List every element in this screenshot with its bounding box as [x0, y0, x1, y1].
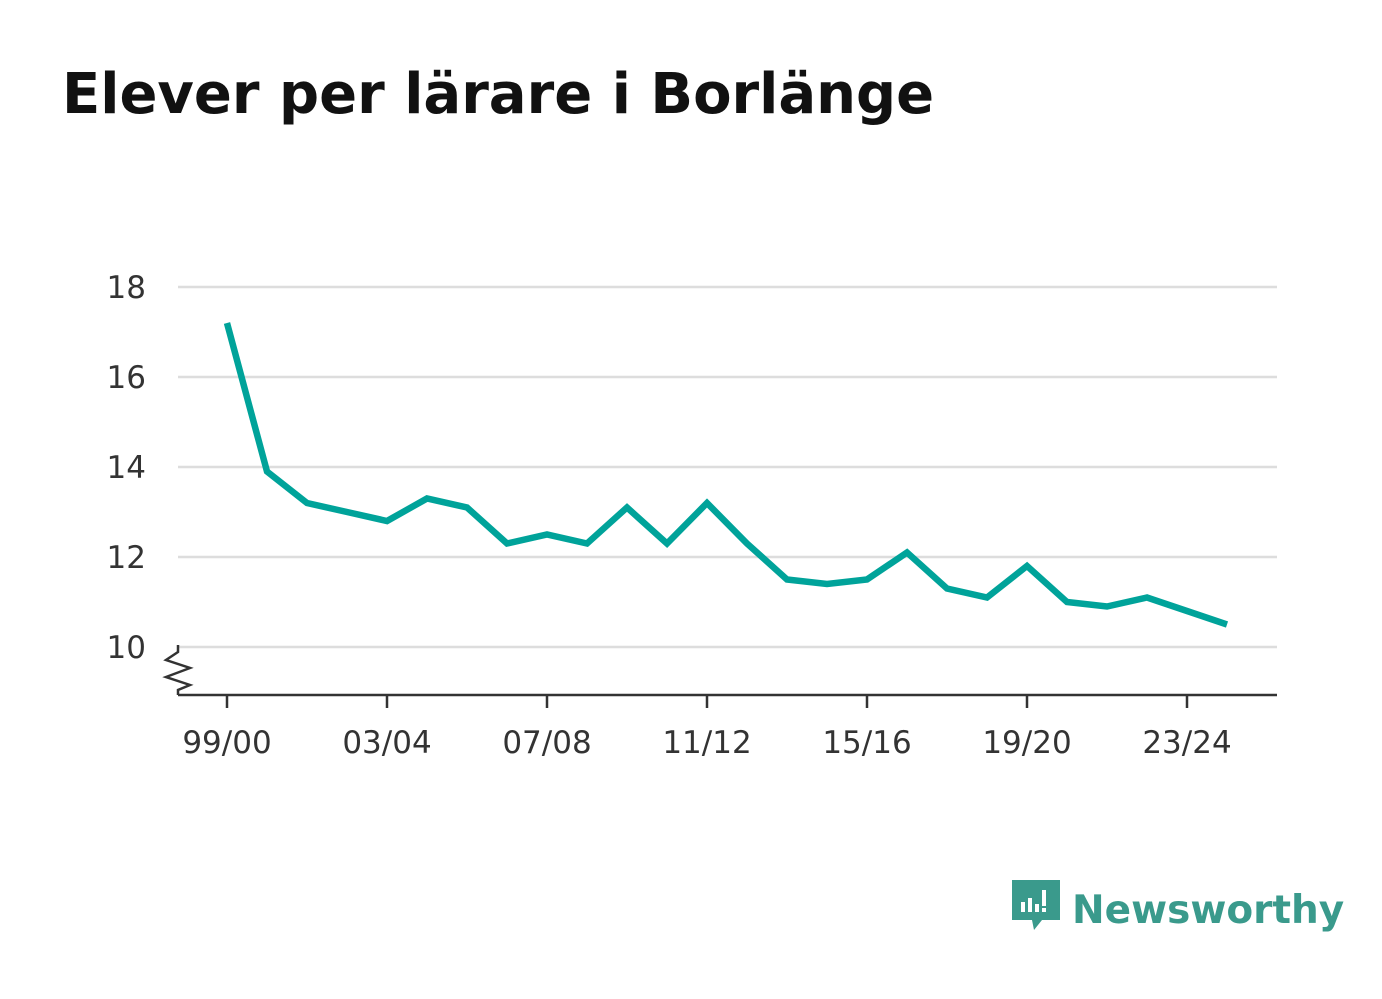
x-tick-label: 11/12: [662, 725, 751, 761]
x-axis: [162, 645, 1277, 697]
axis-break-icon: [162, 645, 194, 695]
y-tick-label: 14: [107, 450, 146, 486]
x-tick-label: 07/08: [502, 725, 591, 761]
series-line: [223, 322, 1229, 628]
y-tick-label: 10: [107, 630, 146, 666]
brand-name: Newsworthy: [1072, 887, 1345, 933]
y-tick-label: 18: [107, 270, 146, 306]
x-tick-label: 19/20: [982, 725, 1071, 761]
chart-title: Elever per lärare i Borlänge: [62, 62, 935, 127]
x-tick-label: 23/24: [1142, 725, 1231, 761]
y-tick-label: 16: [107, 360, 146, 396]
x-tick-label: 15/16: [822, 725, 911, 761]
x-tick-label: 99/00: [182, 725, 271, 761]
gridlines: [178, 285, 1277, 649]
series-layer: [223, 322, 1229, 628]
x-tick-label: 03/04: [342, 725, 431, 761]
newsworthy-logo[interactable]: Newsworthy: [1012, 880, 1344, 940]
y-axis-ticks: 10 12 14 16 18: [107, 270, 146, 666]
y-tick-label: 12: [107, 540, 146, 576]
x-axis-ticks: 99/00 03/04 07/08 11/12 15/16 19/20 23/24: [182, 695, 1232, 761]
line-chart: 10 12 14 16 18 99/00 03/04 07/08 11/12 15/16 19/2…: [107, 270, 1277, 761]
newsworthy-logo-icon: [1012, 880, 1060, 930]
